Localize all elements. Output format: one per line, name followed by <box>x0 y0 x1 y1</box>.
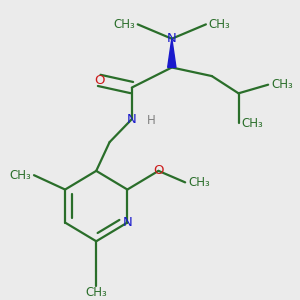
Text: CH₃: CH₃ <box>9 169 31 182</box>
Text: CH₃: CH₃ <box>242 117 263 130</box>
Text: CH₃: CH₃ <box>188 176 210 189</box>
Text: O: O <box>94 74 104 87</box>
Text: CH₃: CH₃ <box>271 78 293 91</box>
Polygon shape <box>168 39 176 68</box>
Text: O: O <box>153 164 164 177</box>
Text: CH₃: CH₃ <box>85 286 107 299</box>
Text: N: N <box>122 216 132 229</box>
Text: N: N <box>167 32 177 45</box>
Text: N: N <box>127 113 137 126</box>
Text: CH₃: CH₃ <box>209 18 231 31</box>
Text: H: H <box>147 114 155 127</box>
Text: CH₃: CH₃ <box>113 18 135 31</box>
